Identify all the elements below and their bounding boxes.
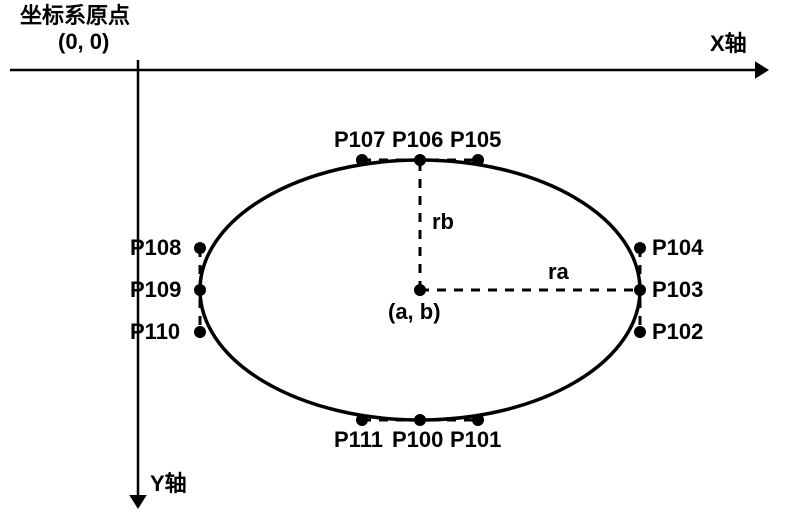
point-label-p104: P104	[652, 236, 703, 260]
point-label-p109: P109	[130, 278, 181, 302]
point-label-p102: P102	[652, 320, 703, 344]
diagram-stage: 坐标系原点 (0, 0) X轴 Y轴 rb ra (a, b) P100P101…	[0, 0, 800, 512]
point-label-p107: P107	[334, 128, 385, 152]
point-label-p110: P110	[130, 320, 180, 344]
point-label-p105: P105	[450, 128, 501, 152]
point-label-p100: P100	[392, 428, 443, 452]
point-label-p103: P103	[652, 278, 703, 302]
point-label-p111: P111	[334, 428, 383, 452]
point-label-p101: P101	[450, 428, 501, 452]
point-label-p106: P106	[392, 128, 443, 152]
point-label-p108: P108	[130, 236, 181, 260]
